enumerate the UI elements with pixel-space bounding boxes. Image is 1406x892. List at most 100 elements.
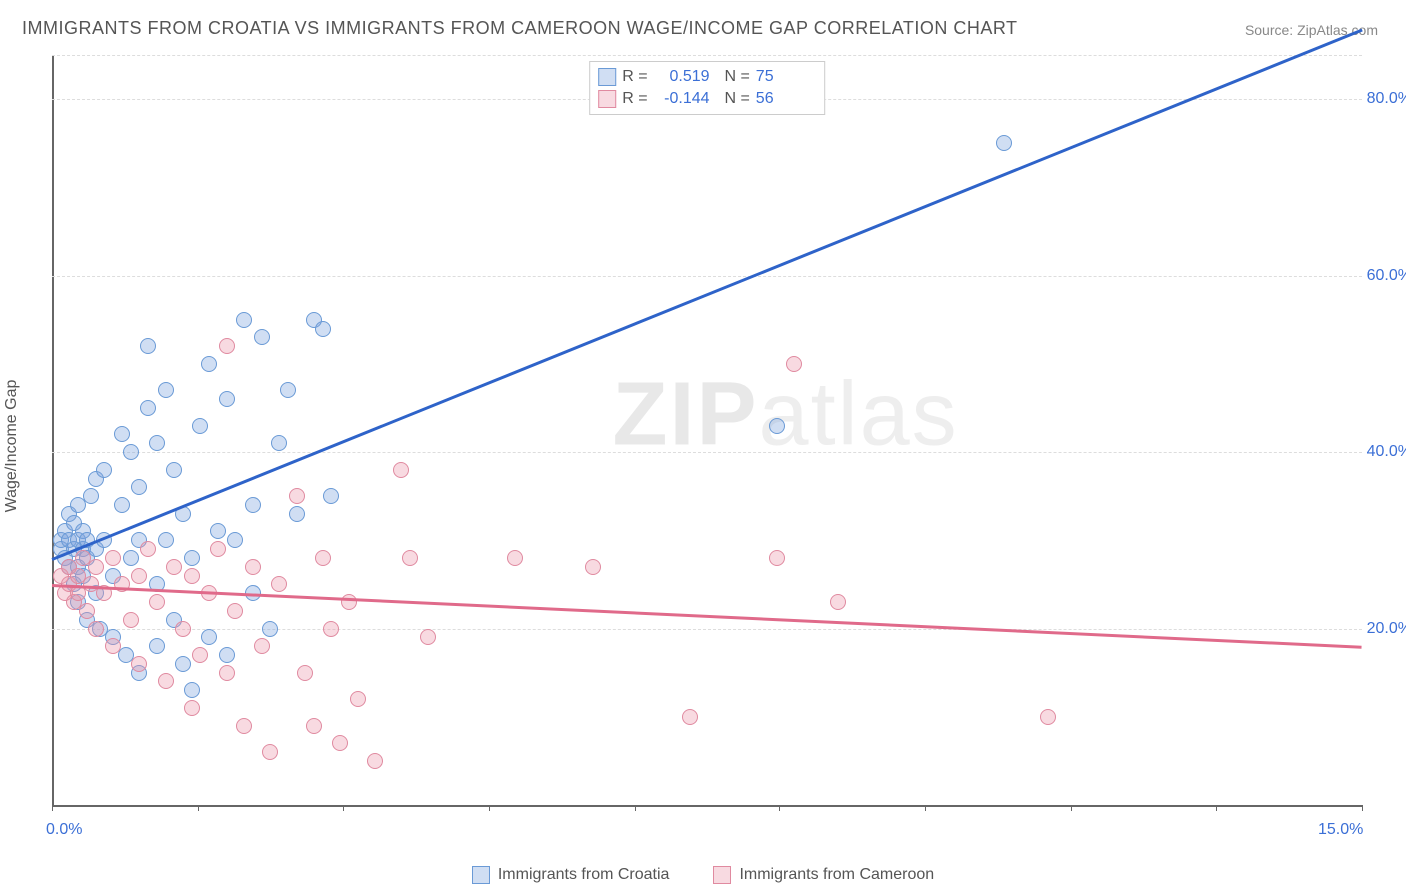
swatch-icon	[472, 866, 490, 884]
x-tick	[779, 805, 780, 811]
grid-line	[52, 629, 1362, 630]
scatter-point	[315, 321, 331, 337]
scatter-point	[271, 576, 287, 592]
grid-line	[52, 452, 1362, 453]
legend-item-cameroon: Immigrants from Cameroon	[713, 866, 934, 884]
scatter-point	[332, 735, 348, 751]
scatter-point	[184, 682, 200, 698]
scatter-point	[149, 638, 165, 654]
y-tick-label: 20.0%	[1352, 620, 1406, 638]
scatter-point	[131, 568, 147, 584]
scatter-point	[996, 135, 1012, 151]
scatter-point	[123, 550, 139, 566]
scatter-point	[88, 559, 104, 575]
scatter-point	[219, 647, 235, 663]
scatter-point	[350, 691, 366, 707]
scatter-point	[184, 700, 200, 716]
scatter-point	[280, 382, 296, 398]
scatter-point	[96, 462, 112, 478]
stat-label: N =	[716, 66, 750, 88]
scatter-point	[114, 426, 130, 442]
x-tick	[489, 805, 490, 811]
stats-row: R =0.519 N =75	[598, 66, 812, 88]
scatter-point	[184, 550, 200, 566]
scatter-point	[114, 497, 130, 513]
scatter-point	[769, 418, 785, 434]
scatter-point	[131, 479, 147, 495]
grid-line	[52, 55, 1362, 56]
legend: Immigrants from Croatia Immigrants from …	[0, 866, 1406, 884]
swatch-icon	[598, 68, 616, 86]
scatter-point	[507, 550, 523, 566]
stat-label: N =	[716, 88, 750, 110]
scatter-point	[306, 718, 322, 734]
scatter-point	[236, 312, 252, 328]
y-axis-label: Wage/Income Gap	[3, 380, 21, 513]
scatter-point	[297, 665, 313, 681]
scatter-point	[201, 356, 217, 372]
scatter-point	[367, 753, 383, 769]
scatter-point	[210, 541, 226, 557]
scatter-point	[323, 488, 339, 504]
x-tick	[1216, 805, 1217, 811]
swatch-icon	[598, 90, 616, 108]
x-tick-label: 15.0%	[1318, 821, 1363, 839]
scatter-point	[149, 594, 165, 610]
x-tick	[343, 805, 344, 811]
scatter-point	[236, 718, 252, 734]
stat-label: R =	[622, 88, 647, 110]
scatter-point	[769, 550, 785, 566]
scatter-point	[192, 647, 208, 663]
scatter-point	[341, 594, 357, 610]
scatter-point	[175, 621, 191, 637]
scatter-point	[219, 665, 235, 681]
scatter-point	[262, 621, 278, 637]
scatter-point	[585, 559, 601, 575]
scatter-point	[682, 709, 698, 725]
stat-value: 75	[756, 66, 812, 88]
scatter-point	[254, 638, 270, 654]
scatter-point	[227, 603, 243, 619]
x-tick-label: 0.0%	[46, 821, 82, 839]
legend-label: Immigrants from Cameroon	[739, 866, 934, 884]
scatter-point	[88, 621, 104, 637]
trend-line	[52, 584, 1362, 648]
scatter-point	[184, 568, 200, 584]
scatter-point	[271, 435, 287, 451]
scatter-point	[158, 673, 174, 689]
scatter-point	[140, 541, 156, 557]
scatter-point	[254, 329, 270, 345]
y-axis	[52, 55, 54, 805]
scatter-point	[219, 338, 235, 354]
legend-label: Immigrants from Croatia	[498, 866, 670, 884]
scatter-point	[140, 400, 156, 416]
x-axis	[52, 805, 1362, 807]
stats-row: R =-0.144 N =56	[598, 88, 812, 110]
y-tick-label: 60.0%	[1352, 267, 1406, 285]
x-tick	[52, 805, 53, 811]
y-tick-label: 40.0%	[1352, 443, 1406, 461]
scatter-point	[158, 532, 174, 548]
scatter-point	[105, 550, 121, 566]
scatter-point	[210, 523, 226, 539]
stats-box: R =0.519 N =75R =-0.144 N =56	[589, 61, 825, 115]
scatter-point	[245, 559, 261, 575]
scatter-point	[131, 656, 147, 672]
scatter-point	[201, 629, 217, 645]
scatter-point	[175, 656, 191, 672]
x-tick	[635, 805, 636, 811]
scatter-point	[245, 497, 261, 513]
x-tick	[925, 805, 926, 811]
scatter-point	[219, 391, 235, 407]
scatter-point	[192, 418, 208, 434]
scatter-point	[262, 744, 278, 760]
scatter-point	[227, 532, 243, 548]
swatch-icon	[713, 866, 731, 884]
grid-line	[52, 276, 1362, 277]
page-title: IMMIGRANTS FROM CROATIA VS IMMIGRANTS FR…	[22, 18, 1018, 39]
x-tick	[198, 805, 199, 811]
scatter-point	[105, 638, 121, 654]
scatter-point	[123, 444, 139, 460]
scatter-point	[289, 488, 305, 504]
scatter-point	[158, 382, 174, 398]
